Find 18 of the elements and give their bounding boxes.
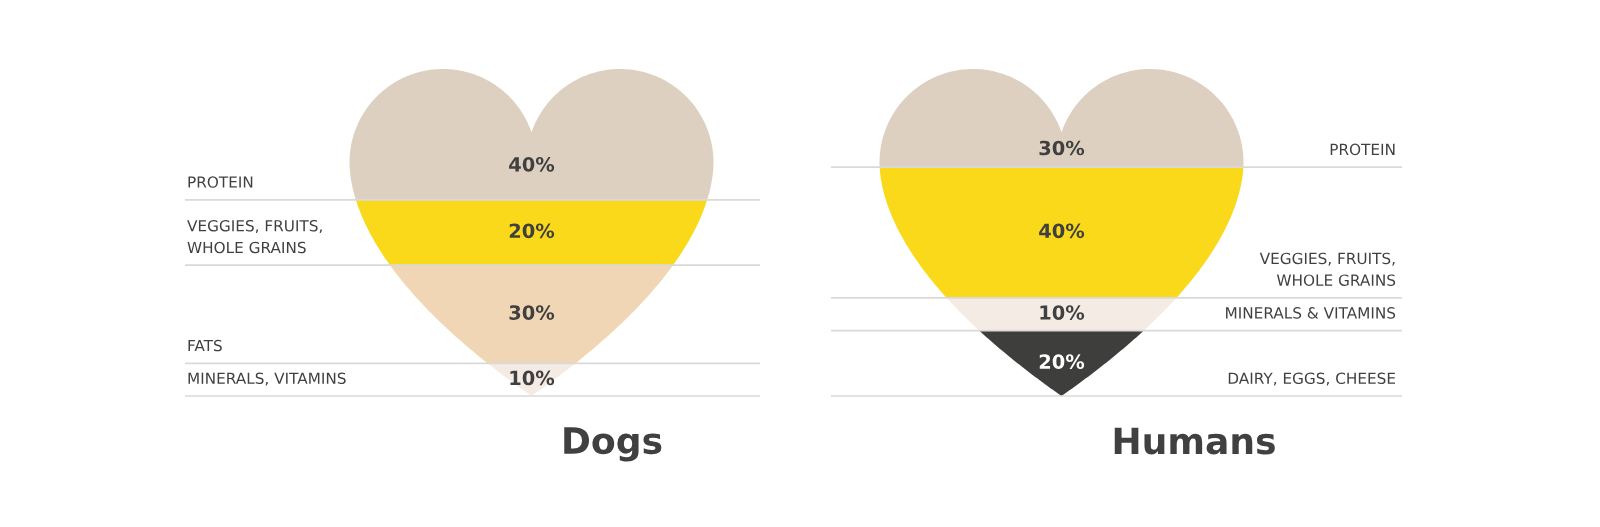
text: Dogs: [564, 427, 662, 462]
category-label: MINERALS, VITAMINS: [188, 372, 346, 386]
data-label: 30%: [509, 305, 555, 320]
data-label: 20%: [509, 223, 555, 239]
category-label: MINERALS & VITAMINS: [1226, 307, 1396, 319]
data-label: 30%: [1039, 140, 1085, 156]
data-label: 40%: [509, 157, 555, 172]
data-label: 10%: [510, 370, 555, 386]
category-label: DAIRY, EGGS, CHEESE: [1228, 372, 1396, 386]
category-label: VEGGIES, FRUITS, WHOLE GRAINS: [187, 219, 322, 254]
data-label: 40%: [1039, 223, 1085, 239]
data-label: 20%: [1039, 354, 1085, 369]
category-label: PROTEIN: [188, 176, 253, 188]
data-label: 10%: [1040, 305, 1085, 320]
category-label: PROTEIN: [1330, 143, 1395, 156]
category-label: VEGGIES, FRUITS, WHOLE GRAINS: [1259, 252, 1396, 286]
text: Humans: [1114, 427, 1275, 455]
category-label: FATS: [188, 339, 222, 352]
